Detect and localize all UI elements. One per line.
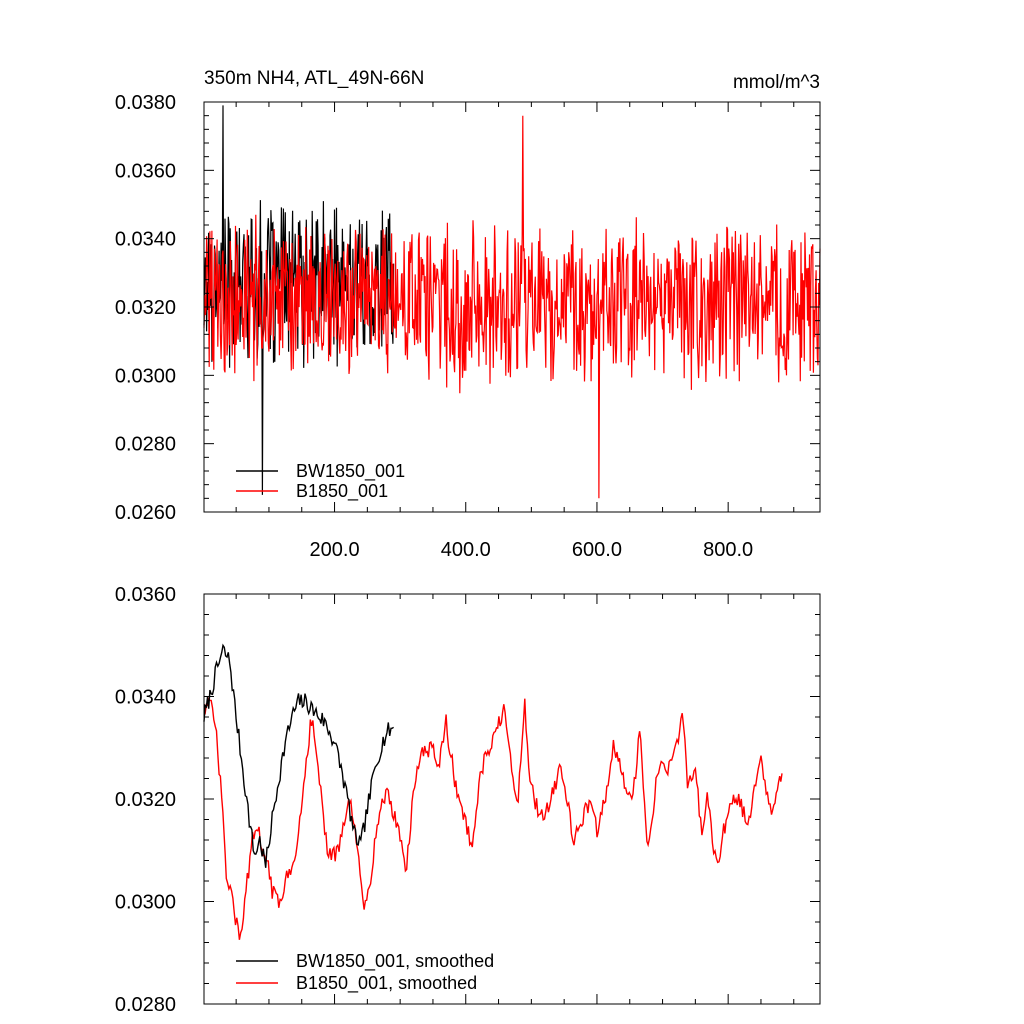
y-tick-label: 0.0300: [115, 892, 176, 914]
x-tick-label: 200.0: [310, 539, 360, 561]
chart-title: 350m NH4, ATL_49N-66N: [204, 68, 424, 89]
x-tick-label: 600.0: [572, 539, 622, 561]
y-tick-label: 0.0260: [115, 502, 176, 524]
y-tick-label: 0.0320: [115, 297, 176, 319]
y-tick-label: 0.0360: [115, 584, 176, 606]
y-tick-label: 0.0340: [115, 229, 176, 251]
legend-label-bw1850: BW1850_001: [296, 461, 405, 482]
units-label: mmol/m^3: [733, 72, 820, 93]
legend-label-b1850-smoothed: B1850_001, smoothed: [296, 973, 477, 994]
top-series-group: [203, 105, 821, 499]
bottom-plot-frame: [203, 593, 821, 1005]
x-tick-label: 800.0: [703, 539, 753, 561]
y-tick-label: 0.0340: [115, 687, 176, 709]
top-axes: 0.0260 0.0280 0.0300 0.0320 0.0340 0.0360 0.03…: [115, 92, 820, 561]
legend-label-bw1850-smoothed: BW1850_001, smoothed: [296, 951, 494, 972]
x-tick-label: 400.0: [441, 539, 491, 561]
bottom-series-group: [203, 643, 783, 940]
bottom-panel: 0.0280 0.0300 0.0320 0.0340 0.0360 BW1850_00…: [115, 584, 821, 1016]
y-tick-label: 0.0280: [115, 434, 176, 456]
y-tick-label: 0.0360: [115, 160, 176, 182]
bottom-axes: 0.0280 0.0300 0.0320 0.0340 0.0360: [115, 584, 820, 1016]
bottom-legend: BW1850_001, smoothed B1850_001, smoothed: [236, 951, 494, 994]
y-tick-label: 0.0300: [115, 365, 176, 387]
series-line-1: [203, 115, 821, 499]
top-legend: BW1850_001 B1850_001: [236, 461, 405, 502]
y-tick-label: 0.0380: [115, 92, 176, 114]
legend-label-b1850: B1850_001: [296, 481, 388, 502]
smoothed-series-line-1: [203, 697, 783, 940]
y-tick-label: 0.0280: [115, 994, 176, 1016]
y-tick-label: 0.0320: [115, 789, 176, 811]
smoothed-series-line-0: [203, 643, 394, 868]
top-panel: 350m NH4, ATL_49N-66N mmol/m^3 0.02600.0…: [115, 68, 821, 561]
